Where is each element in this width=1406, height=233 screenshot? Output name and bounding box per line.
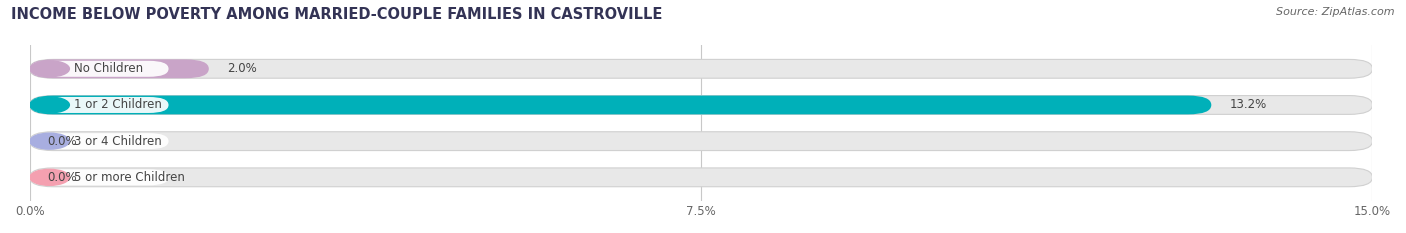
Text: 1 or 2 Children: 1 or 2 Children: [75, 99, 162, 111]
Circle shape: [30, 61, 69, 77]
FancyBboxPatch shape: [30, 169, 169, 185]
FancyBboxPatch shape: [30, 59, 209, 78]
FancyBboxPatch shape: [30, 168, 1372, 187]
Circle shape: [30, 97, 69, 113]
FancyBboxPatch shape: [30, 59, 1372, 78]
Text: Source: ZipAtlas.com: Source: ZipAtlas.com: [1277, 7, 1395, 17]
Text: 2.0%: 2.0%: [226, 62, 256, 75]
Text: No Children: No Children: [75, 62, 143, 75]
Text: 0.0%: 0.0%: [48, 135, 77, 148]
FancyBboxPatch shape: [30, 132, 1372, 151]
FancyBboxPatch shape: [30, 96, 1372, 114]
Text: 13.2%: 13.2%: [1229, 99, 1267, 111]
Circle shape: [30, 169, 69, 185]
FancyBboxPatch shape: [30, 61, 169, 77]
Text: 3 or 4 Children: 3 or 4 Children: [75, 135, 162, 148]
Text: 0.0%: 0.0%: [48, 171, 77, 184]
Text: 5 or more Children: 5 or more Children: [75, 171, 184, 184]
FancyBboxPatch shape: [30, 133, 169, 149]
Circle shape: [30, 133, 69, 149]
FancyBboxPatch shape: [30, 96, 1212, 114]
FancyBboxPatch shape: [30, 97, 169, 113]
Text: INCOME BELOW POVERTY AMONG MARRIED-COUPLE FAMILIES IN CASTROVILLE: INCOME BELOW POVERTY AMONG MARRIED-COUPL…: [11, 7, 662, 22]
